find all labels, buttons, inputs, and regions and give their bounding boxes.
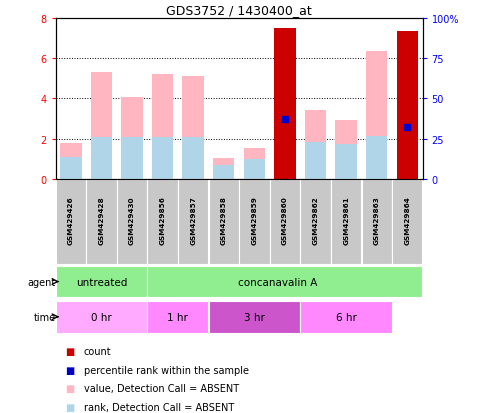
Bar [244,159,265,180]
Text: ■: ■ [65,402,74,412]
Bar [91,138,112,180]
Text: percentile rank within the sample: percentile rank within the sample [84,365,249,375]
Text: GSM429864: GSM429864 [404,196,411,244]
Bar [152,138,173,180]
Bar [331,180,361,264]
Text: GSM429859: GSM429859 [251,196,257,244]
Bar [91,73,112,180]
Bar [147,180,178,264]
Text: 6 hr: 6 hr [336,312,356,322]
Text: concanavalin A: concanavalin A [238,277,317,287]
Text: ■: ■ [65,383,74,393]
Text: 1 hr: 1 hr [168,312,188,322]
Bar [335,120,357,180]
Text: GSM429430: GSM429430 [129,196,135,244]
Bar [183,77,204,180]
Bar [121,138,143,180]
Text: GSM429860: GSM429860 [282,196,288,244]
Text: value, Detection Call = ABSENT: value, Detection Call = ABSENT [84,383,239,393]
Text: 0 hr: 0 hr [91,312,112,322]
Text: agent: agent [28,277,56,287]
Bar [147,301,208,333]
Text: GSM429857: GSM429857 [190,196,196,244]
Bar [60,143,82,180]
Bar [362,180,392,264]
Bar [213,166,235,180]
Bar [366,52,387,180]
Bar [183,138,204,180]
Bar [300,301,392,333]
Bar [239,180,270,264]
Bar [392,180,423,264]
Text: GSM429863: GSM429863 [374,196,380,244]
Text: GSM429858: GSM429858 [221,196,227,244]
Bar [305,111,327,180]
Text: GSM429861: GSM429861 [343,196,349,244]
Bar [56,180,86,264]
Bar [178,180,208,264]
Text: rank, Detection Call = ABSENT: rank, Detection Call = ABSENT [84,402,234,412]
Bar [121,98,143,180]
Bar [152,75,173,180]
Bar [56,301,147,333]
Text: ■: ■ [65,346,74,356]
Bar [60,157,82,180]
Bar [117,180,147,264]
Bar [209,301,300,333]
Title: GDS3752 / 1430400_at: GDS3752 / 1430400_at [166,5,312,17]
Text: GSM429862: GSM429862 [313,196,319,244]
Bar [335,145,357,180]
Bar [274,28,296,180]
Text: 3 hr: 3 hr [244,312,265,322]
Bar [56,266,147,298]
Text: count: count [84,346,111,356]
Bar [213,159,235,180]
Bar [397,32,418,180]
Text: GSM429428: GSM429428 [99,196,104,244]
Bar [300,180,331,264]
Text: GSM429426: GSM429426 [68,196,74,244]
Bar [209,180,239,264]
Bar [147,266,423,298]
Text: untreated: untreated [76,277,127,287]
Text: time: time [33,312,56,322]
Bar [366,136,387,180]
Text: GSM429856: GSM429856 [159,196,166,244]
Bar [244,148,265,180]
Bar [86,180,116,264]
Text: ■: ■ [65,365,74,375]
Bar [270,180,300,264]
Bar [305,142,327,180]
